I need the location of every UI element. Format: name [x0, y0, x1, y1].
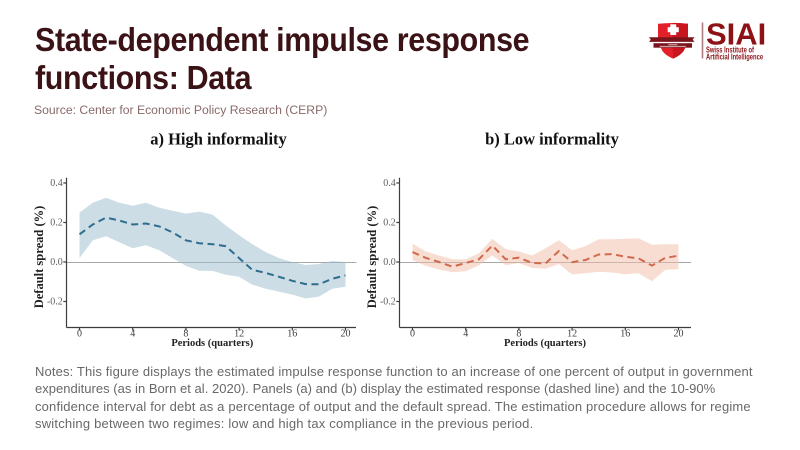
svg-text:20: 20 [341, 329, 351, 340]
svg-text:8: 8 [183, 329, 188, 340]
svg-text:-0.2: -0.2 [380, 297, 396, 308]
svg-text:0.2: 0.2 [50, 218, 63, 229]
svg-text:8: 8 [516, 329, 521, 340]
svg-text:0: 0 [77, 329, 82, 340]
svg-text:0: 0 [410, 329, 415, 340]
svg-text:20: 20 [674, 329, 684, 340]
svg-text:Periods (quarters): Periods (quarters) [504, 338, 586, 349]
svg-text:0.0: 0.0 [383, 257, 396, 268]
svg-text:4: 4 [130, 329, 135, 340]
svg-text:0.4: 0.4 [50, 178, 63, 189]
svg-text:16: 16 [620, 329, 630, 340]
svg-text:SIAI: SIAI [706, 17, 766, 52]
svg-text:Periods (quarters): Periods (quarters) [171, 338, 253, 349]
svg-text:Artificial Intelligence: Artificial Intelligence [706, 54, 763, 62]
svg-text:a) High informality: a) High informality [150, 130, 287, 149]
svg-text:12: 12 [234, 329, 244, 340]
svg-text:0.4: 0.4 [383, 178, 396, 189]
svg-text:Default spread (%): Default spread (%) [32, 206, 46, 309]
svg-text:Swiss Institute of: Swiss Institute of [706, 47, 755, 55]
svg-text:4: 4 [463, 329, 468, 340]
svg-text:b) Low informality: b) Low informality [485, 130, 620, 149]
svg-text:0.0: 0.0 [50, 257, 63, 268]
svg-text:0.2: 0.2 [383, 218, 396, 229]
svg-text:16: 16 [287, 329, 297, 340]
svg-text:12: 12 [567, 329, 577, 340]
svg-text:Default spread (%): Default spread (%) [365, 206, 379, 309]
svg-text:-0.2: -0.2 [47, 297, 63, 308]
